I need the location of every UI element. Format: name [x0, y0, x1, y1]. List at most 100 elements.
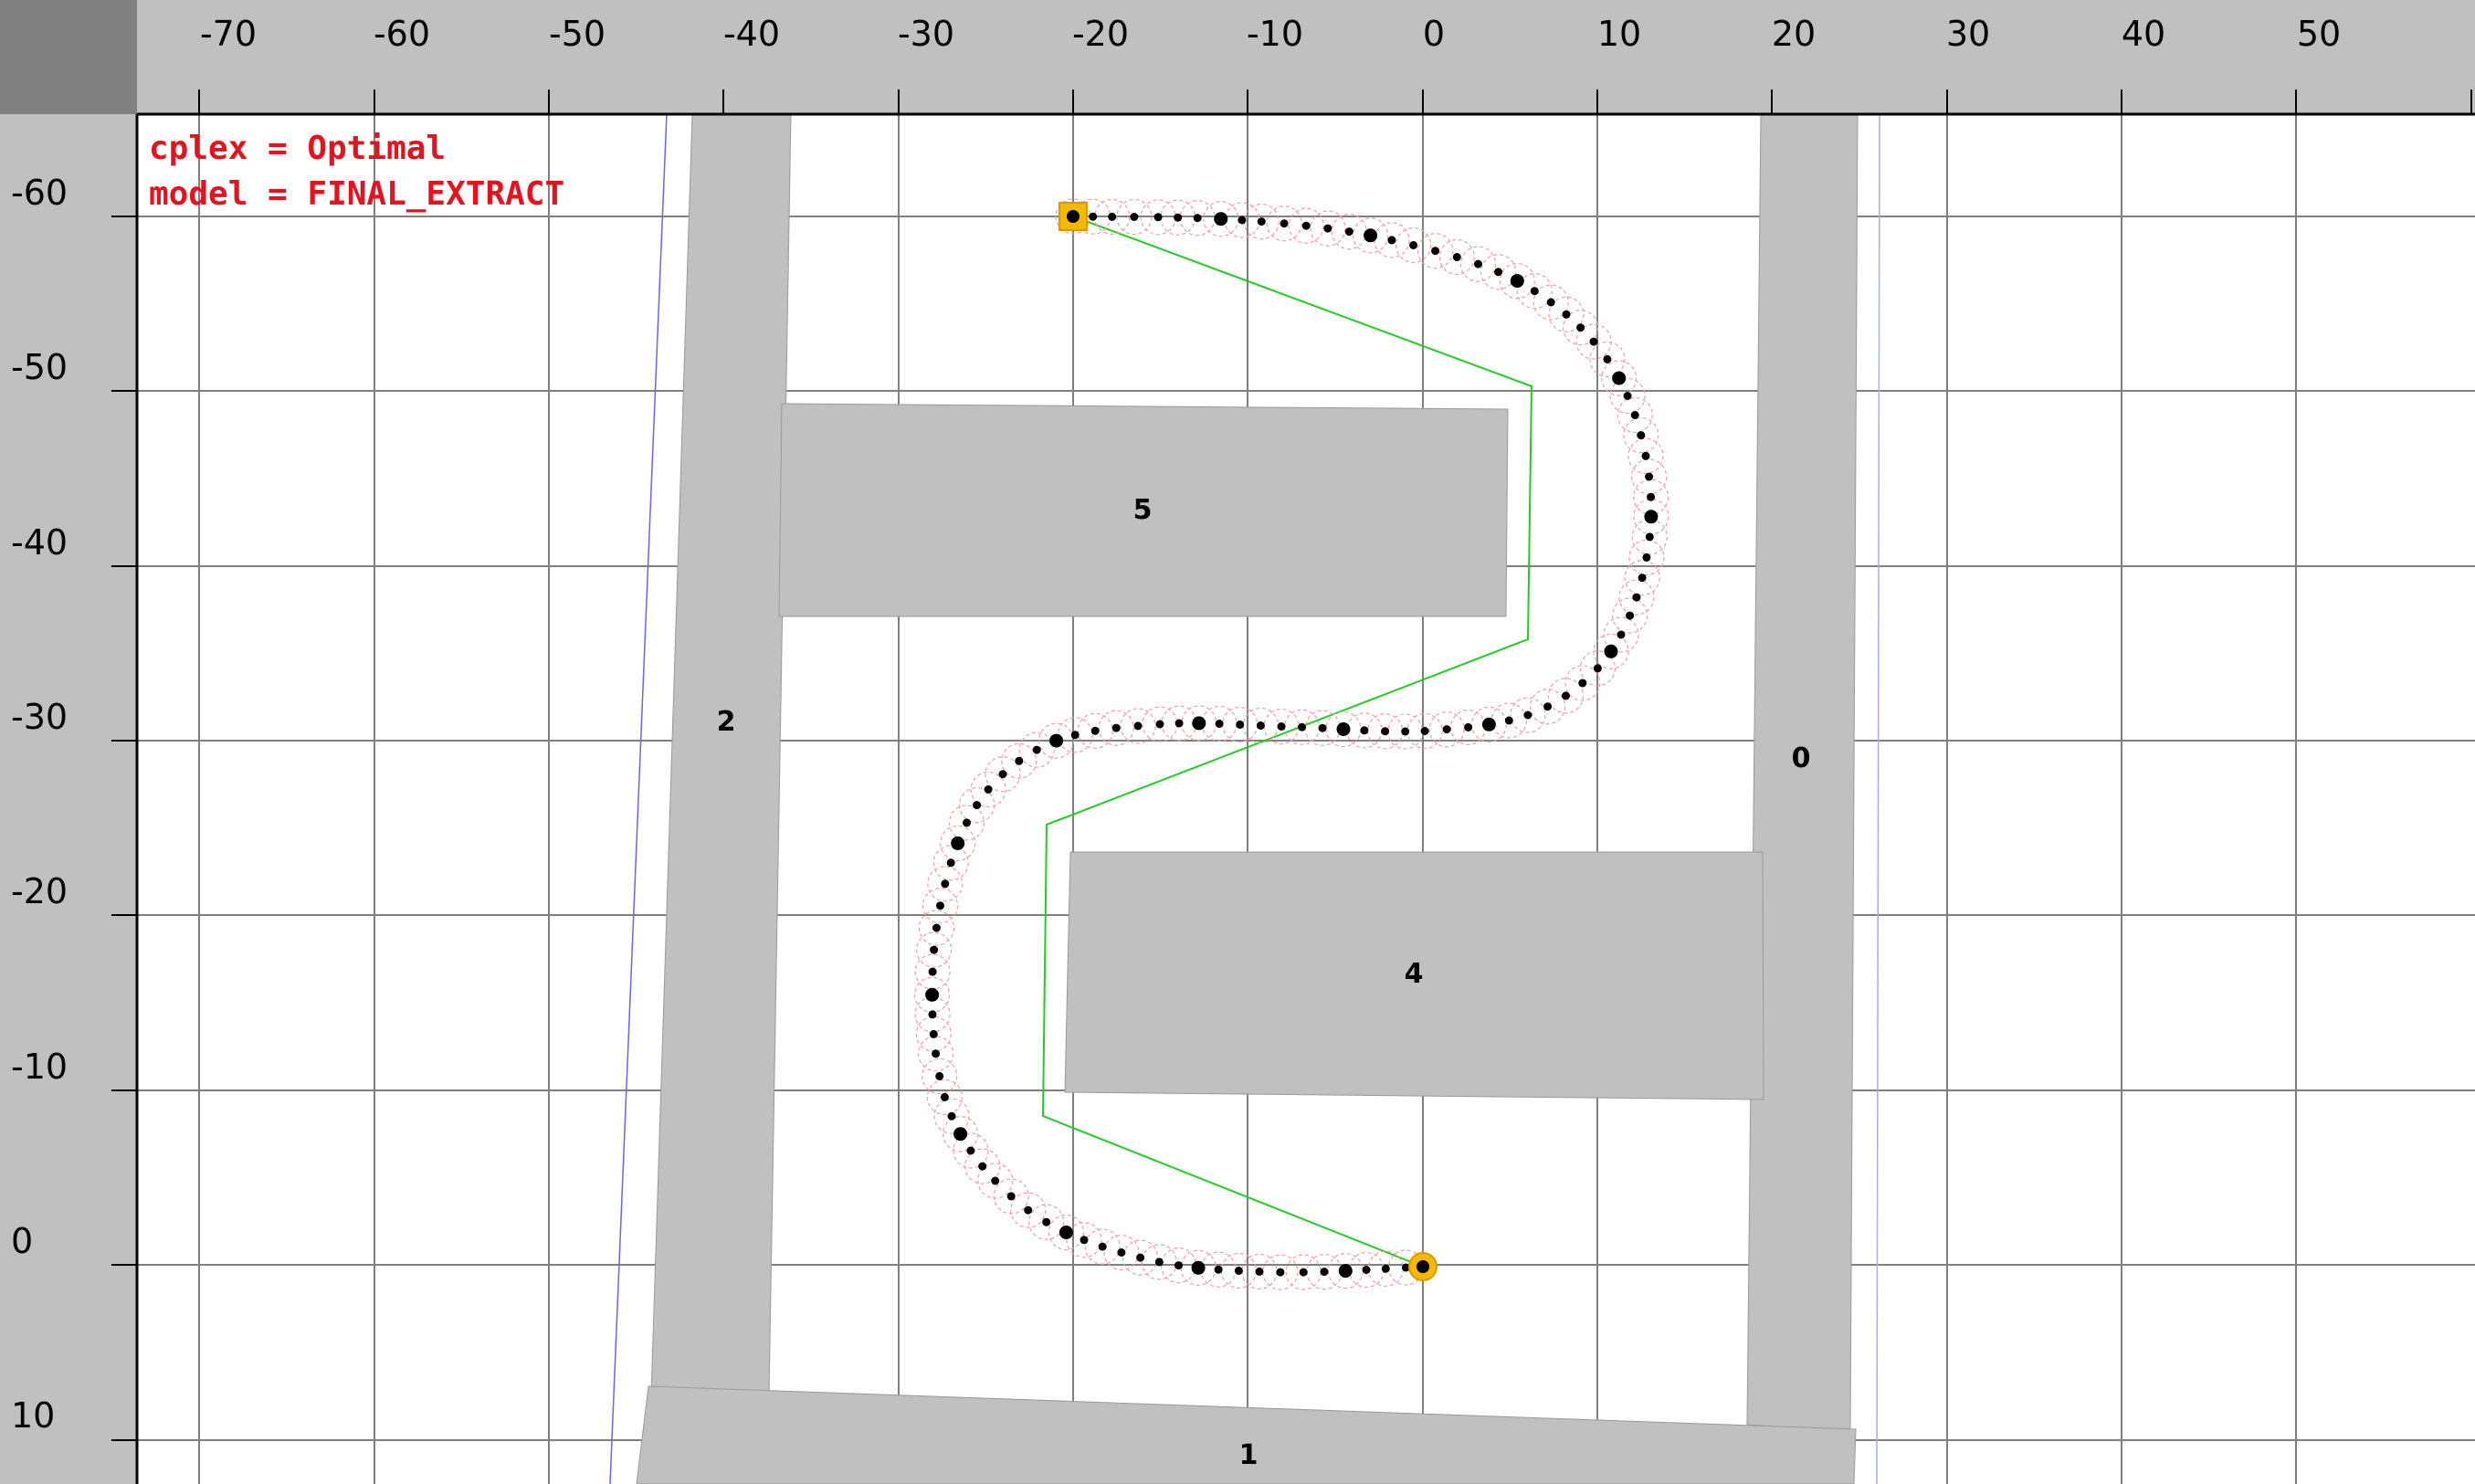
- top-ruler[interactable]: -70 -60 -50 -40 -30 -20 -10 0 10 20 30 4…: [137, 0, 2475, 116]
- footprint-circle: [1470, 706, 1508, 742]
- footprint-circle: [993, 1178, 1029, 1215]
- trajectory-point: [1318, 723, 1327, 732]
- obstacle-label-0: 0: [1792, 742, 1811, 774]
- trajectory-point: [1006, 1192, 1016, 1201]
- footprint-circle: [1266, 205, 1302, 242]
- grid: [137, 114, 2475, 1484]
- trajectory-point: [1042, 1217, 1051, 1226]
- trajectory-point: [1024, 1205, 1033, 1215]
- trajectory-point: [1364, 228, 1378, 243]
- trajectory-point: [951, 836, 965, 850]
- trajectory-point: [1562, 691, 1570, 700]
- trajectory-point: [928, 1010, 937, 1019]
- trajectory-point: [1301, 221, 1311, 230]
- footprint-circle: [1623, 417, 1659, 454]
- footprint-circle: [1438, 238, 1475, 276]
- footprint-circle: [1609, 377, 1646, 415]
- trajectory-point: [1494, 268, 1503, 277]
- y-tick-label: -30: [11, 697, 68, 737]
- footprint-circle: [1395, 226, 1432, 264]
- trajectory-point: [1510, 274, 1524, 289]
- trajectory-point: [953, 1127, 968, 1142]
- trajectory-point: [1645, 532, 1654, 542]
- trajectory-point: [1032, 745, 1041, 754]
- footprint-circle: [1010, 1192, 1047, 1228]
- trajectory-point: [1344, 227, 1353, 237]
- footprint-circle: [1122, 1239, 1159, 1276]
- trajectory-point: [928, 967, 937, 976]
- footprint-circle: [953, 1132, 989, 1169]
- left-ruler[interactable]: -60 -50 -40 -30 -20 -10 0 10: [0, 114, 139, 1484]
- x-tick-label: 30: [1946, 14, 1990, 54]
- footprint-circle: [918, 910, 955, 946]
- trajectory-point: [1108, 212, 1117, 221]
- y-tick-label: -60: [11, 173, 68, 213]
- trajectory-point: [1130, 213, 1139, 221]
- x-tick-label: 50: [2297, 14, 2341, 54]
- obstacle-4[interactable]: [1064, 851, 1764, 1100]
- footprint-circle: [1352, 217, 1389, 254]
- x-tick-label: 10: [1597, 14, 1641, 54]
- footprint-circle: [1098, 710, 1134, 746]
- trajectory-point: [1323, 224, 1332, 233]
- obstacle-label-2: 2: [717, 706, 736, 738]
- trajectory-point: [1442, 725, 1451, 734]
- trajectory-point: [1236, 720, 1245, 729]
- trajectory-point: [1153, 213, 1163, 222]
- trajectory-point: [1362, 1266, 1371, 1274]
- trajectory-point: [1192, 716, 1206, 731]
- trajectory-point: [1257, 217, 1266, 226]
- trajectory-point: [941, 879, 950, 889]
- footprint-circle: [964, 1148, 1001, 1184]
- footprint-circle: [1310, 210, 1346, 247]
- trajectory-point: [932, 923, 941, 932]
- footprint-circle: [1510, 697, 1546, 733]
- y-tick-label: -40: [11, 522, 68, 563]
- trajectory-point: [973, 801, 982, 810]
- trajectory-point: [1623, 392, 1632, 400]
- obstacle-5[interactable]: [778, 403, 1509, 617]
- x-tick-label: -50: [549, 14, 606, 54]
- footprint-circle: [1116, 198, 1153, 236]
- trajectory-point: [1155, 720, 1164, 729]
- trajectory-point: [1562, 310, 1571, 319]
- trajectory-point: [978, 1162, 987, 1171]
- footprint-circle: [922, 1058, 958, 1095]
- trajectory-point: [929, 1029, 938, 1038]
- footprint-circle: [1120, 708, 1156, 744]
- trajectory-point: [1136, 1253, 1145, 1262]
- y-tick-label: 0: [11, 1221, 33, 1261]
- trajectory-point: [1481, 717, 1496, 731]
- robot-footprints: [913, 198, 1669, 1290]
- trajectory-point: [1464, 722, 1473, 731]
- goal-point: [1417, 1260, 1429, 1273]
- start-marker[interactable]: [1058, 202, 1088, 231]
- footprint-circle: [1077, 712, 1113, 749]
- obstacle-2[interactable]: [650, 113, 792, 1396]
- trajectory-point: [1214, 1265, 1223, 1274]
- trajectory-point: [936, 901, 944, 910]
- trajectory-point: [1360, 726, 1369, 735]
- trajectory-point: [1215, 720, 1224, 728]
- trajectory-point: [1174, 719, 1184, 728]
- trajectory-point: [1387, 236, 1396, 245]
- obstacle-label-1: 1: [1239, 1439, 1259, 1471]
- trajectory-point: [940, 1092, 949, 1101]
- trajectory-point: [932, 1049, 941, 1058]
- footprint-circle: [1617, 396, 1653, 434]
- obstacle-label-5: 5: [1133, 494, 1153, 526]
- trajectory-point: [1133, 721, 1143, 731]
- trajectory-point: [1338, 1264, 1353, 1279]
- obstacle-1[interactable]: [636, 1385, 1857, 1484]
- footprint-circle: [942, 1116, 979, 1152]
- trajectory-point: [1504, 716, 1513, 725]
- cplex-status-text: cplex = Optimal: [149, 130, 447, 167]
- trajectory-point: [1280, 219, 1289, 228]
- footprint-circle: [1084, 1228, 1121, 1265]
- footprint-circle: [948, 805, 985, 841]
- trajectory-point: [1578, 679, 1587, 688]
- trajectory-point: [1589, 337, 1598, 346]
- trajectory-point: [1452, 253, 1461, 261]
